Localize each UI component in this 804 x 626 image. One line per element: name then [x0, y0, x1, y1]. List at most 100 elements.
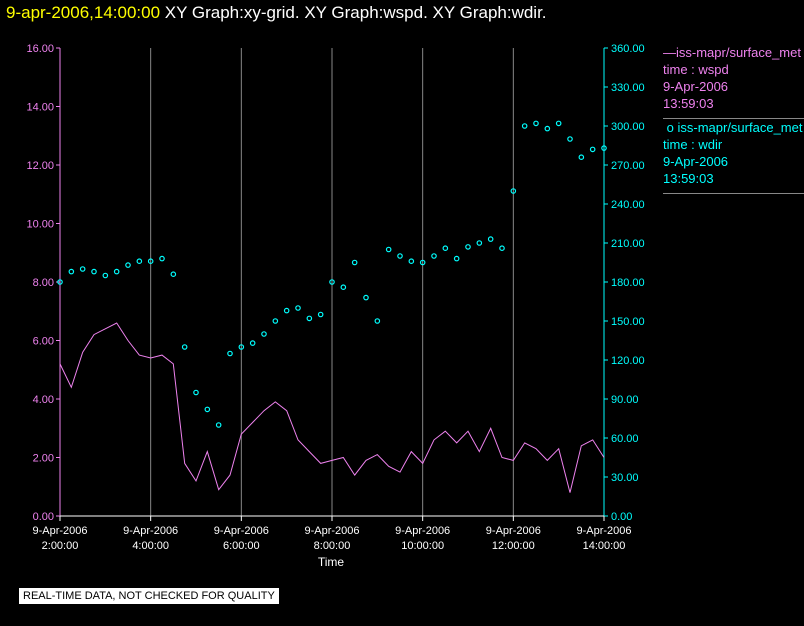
wdir-point: [102, 272, 109, 279]
wdir-point: [385, 246, 392, 253]
wdir-point: [147, 258, 154, 265]
wdir-point: [91, 268, 97, 275]
x-tick-date: 9-Apr-2006: [576, 525, 631, 537]
legend-wspd-date: 9-Apr-2006: [663, 79, 729, 94]
legend-wdir-var: time : wdir: [663, 137, 723, 152]
wdir-point: [510, 188, 517, 194]
wdir-point: [351, 259, 358, 266]
legend-wspd-var: time : wspd: [663, 62, 729, 77]
wspd-series: [59, 322, 605, 493]
wdir-point: [68, 268, 75, 275]
wdir-point: [476, 240, 483, 246]
wdir-point: [363, 294, 369, 301]
x-axis-label: Time: [318, 555, 345, 569]
x-tick-date: 9-Apr-2006: [304, 525, 359, 537]
header-graph-list: XY Graph:xy-grid. XY Graph:wspd. XY Grap…: [164, 3, 547, 22]
left-axis-ticks: 0.00 2.00 4.00 6.00 8.00 10.00 12.00 14.00 16.00: [26, 43, 60, 523]
x-tick-time: 14:00:00: [583, 540, 626, 552]
right-tick-label: 240.00: [611, 199, 645, 211]
x-tick-date: 9-Apr-2006: [486, 525, 541, 537]
left-tick-label: 10.00: [26, 219, 54, 231]
wdir-point: [79, 266, 86, 272]
right-tick-label: 150.00: [611, 316, 645, 328]
wdir-point: [567, 136, 573, 142]
quality-disclaimer: REAL-TIME DATA, NOT CHECKED FOR QUALITY: [19, 588, 279, 604]
x-tick-date: 9-Apr-2006: [32, 525, 87, 537]
wdir-point: [204, 406, 211, 413]
legend-wdir-time: 13:59:03: [663, 171, 714, 186]
wdir-point: [261, 331, 267, 337]
wdir-point: [136, 258, 143, 265]
wspd-line: [59, 322, 605, 493]
wdir-point: [397, 253, 403, 259]
wdir-point: [408, 258, 415, 265]
legend-wdir-date: 9-Apr-2006: [663, 154, 729, 169]
left-tick-label: 6.00: [33, 336, 54, 348]
x-tick-time: 10:00:00: [401, 540, 444, 552]
wdir-series: [57, 120, 607, 428]
legend-wspd-time: 13:59:03: [663, 96, 714, 111]
legend-wspd-marker: —: [663, 45, 676, 60]
wdir-point: [272, 318, 279, 324]
legend: —iss-mapr/surface_met time : wspd 9-Apr-…: [663, 44, 804, 194]
wdir-point: [193, 389, 199, 396]
x-tick-date: 9-Apr-2006: [395, 525, 450, 537]
wdir-point: [442, 245, 449, 252]
wdir-point: [431, 253, 437, 259]
x-tick-date: 9-Apr-2006: [214, 525, 269, 537]
wdir-point: [249, 340, 256, 346]
wdir-point: [521, 123, 528, 129]
wdir-point: [555, 120, 562, 127]
right-tick-label: 120.00: [611, 355, 645, 367]
left-tick-label: 2.00: [33, 453, 54, 465]
x-tick-time: 2:00:00: [42, 540, 79, 552]
right-tick-label: 90.00: [611, 394, 639, 406]
wdir-point: [374, 318, 381, 324]
wdir-point: [215, 422, 222, 428]
wdir-point: [419, 259, 426, 266]
right-tick-label: 360.00: [611, 43, 645, 55]
left-tick-label: 12.00: [26, 160, 54, 172]
right-tick-label: 330.00: [611, 82, 645, 94]
wdir-point: [57, 279, 63, 285]
right-tick-label: 300.00: [611, 121, 645, 133]
wdir-point: [487, 236, 494, 242]
x-tick-time: 12:00:00: [492, 540, 535, 552]
wdir-point: [589, 146, 596, 153]
wdir-point: [329, 279, 335, 285]
wdir-point: [295, 305, 301, 311]
wdir-point: [113, 268, 120, 275]
legend-entry-wdir: o iss-mapr/surface_met time : wdir 9-Apr…: [663, 119, 804, 194]
right-tick-label: 60.00: [611, 433, 639, 445]
x-tick-date: 9-Apr-2006: [123, 525, 178, 537]
wdir-point: [533, 120, 539, 127]
right-tick-label: 30.00: [611, 472, 639, 484]
left-tick-label: 0.00: [33, 511, 54, 523]
right-tick-label: 0.00: [611, 511, 632, 523]
wdir-point: [465, 244, 471, 250]
right-tick-label: 270.00: [611, 160, 645, 172]
wdir-point: [578, 154, 585, 161]
x-tick-time: 4:00:00: [132, 540, 169, 552]
wdir-point: [170, 271, 177, 278]
header-timestamp: 9-apr-2006,14:00:00: [6, 3, 161, 22]
wdir-point: [453, 255, 460, 262]
x-tick-time: 6:00:00: [223, 540, 260, 552]
left-tick-label: 4.00: [33, 394, 54, 406]
legend-wdir-marker: o: [666, 120, 674, 135]
wdir-point: [499, 245, 505, 252]
wdir-point: [159, 255, 165, 262]
wdir-point: [340, 284, 347, 291]
left-tick-label: 14.00: [26, 102, 54, 114]
x-axis-ticks: 9-Apr-2006 2:00:00 9-Apr-2006 4:00:00 9-Apr-…: [32, 516, 632, 552]
left-tick-label: 16.00: [26, 43, 54, 55]
wdir-point: [317, 311, 324, 318]
wdir-point: [238, 344, 245, 350]
legend-wspd-name: —iss-mapr/surface_met: [663, 45, 801, 60]
left-tick-label: 8.00: [33, 277, 54, 289]
right-tick-label: 210.00: [611, 238, 645, 250]
wdir-point: [544, 125, 551, 132]
wdir-point: [283, 307, 290, 314]
wdir-point: [306, 315, 313, 322]
